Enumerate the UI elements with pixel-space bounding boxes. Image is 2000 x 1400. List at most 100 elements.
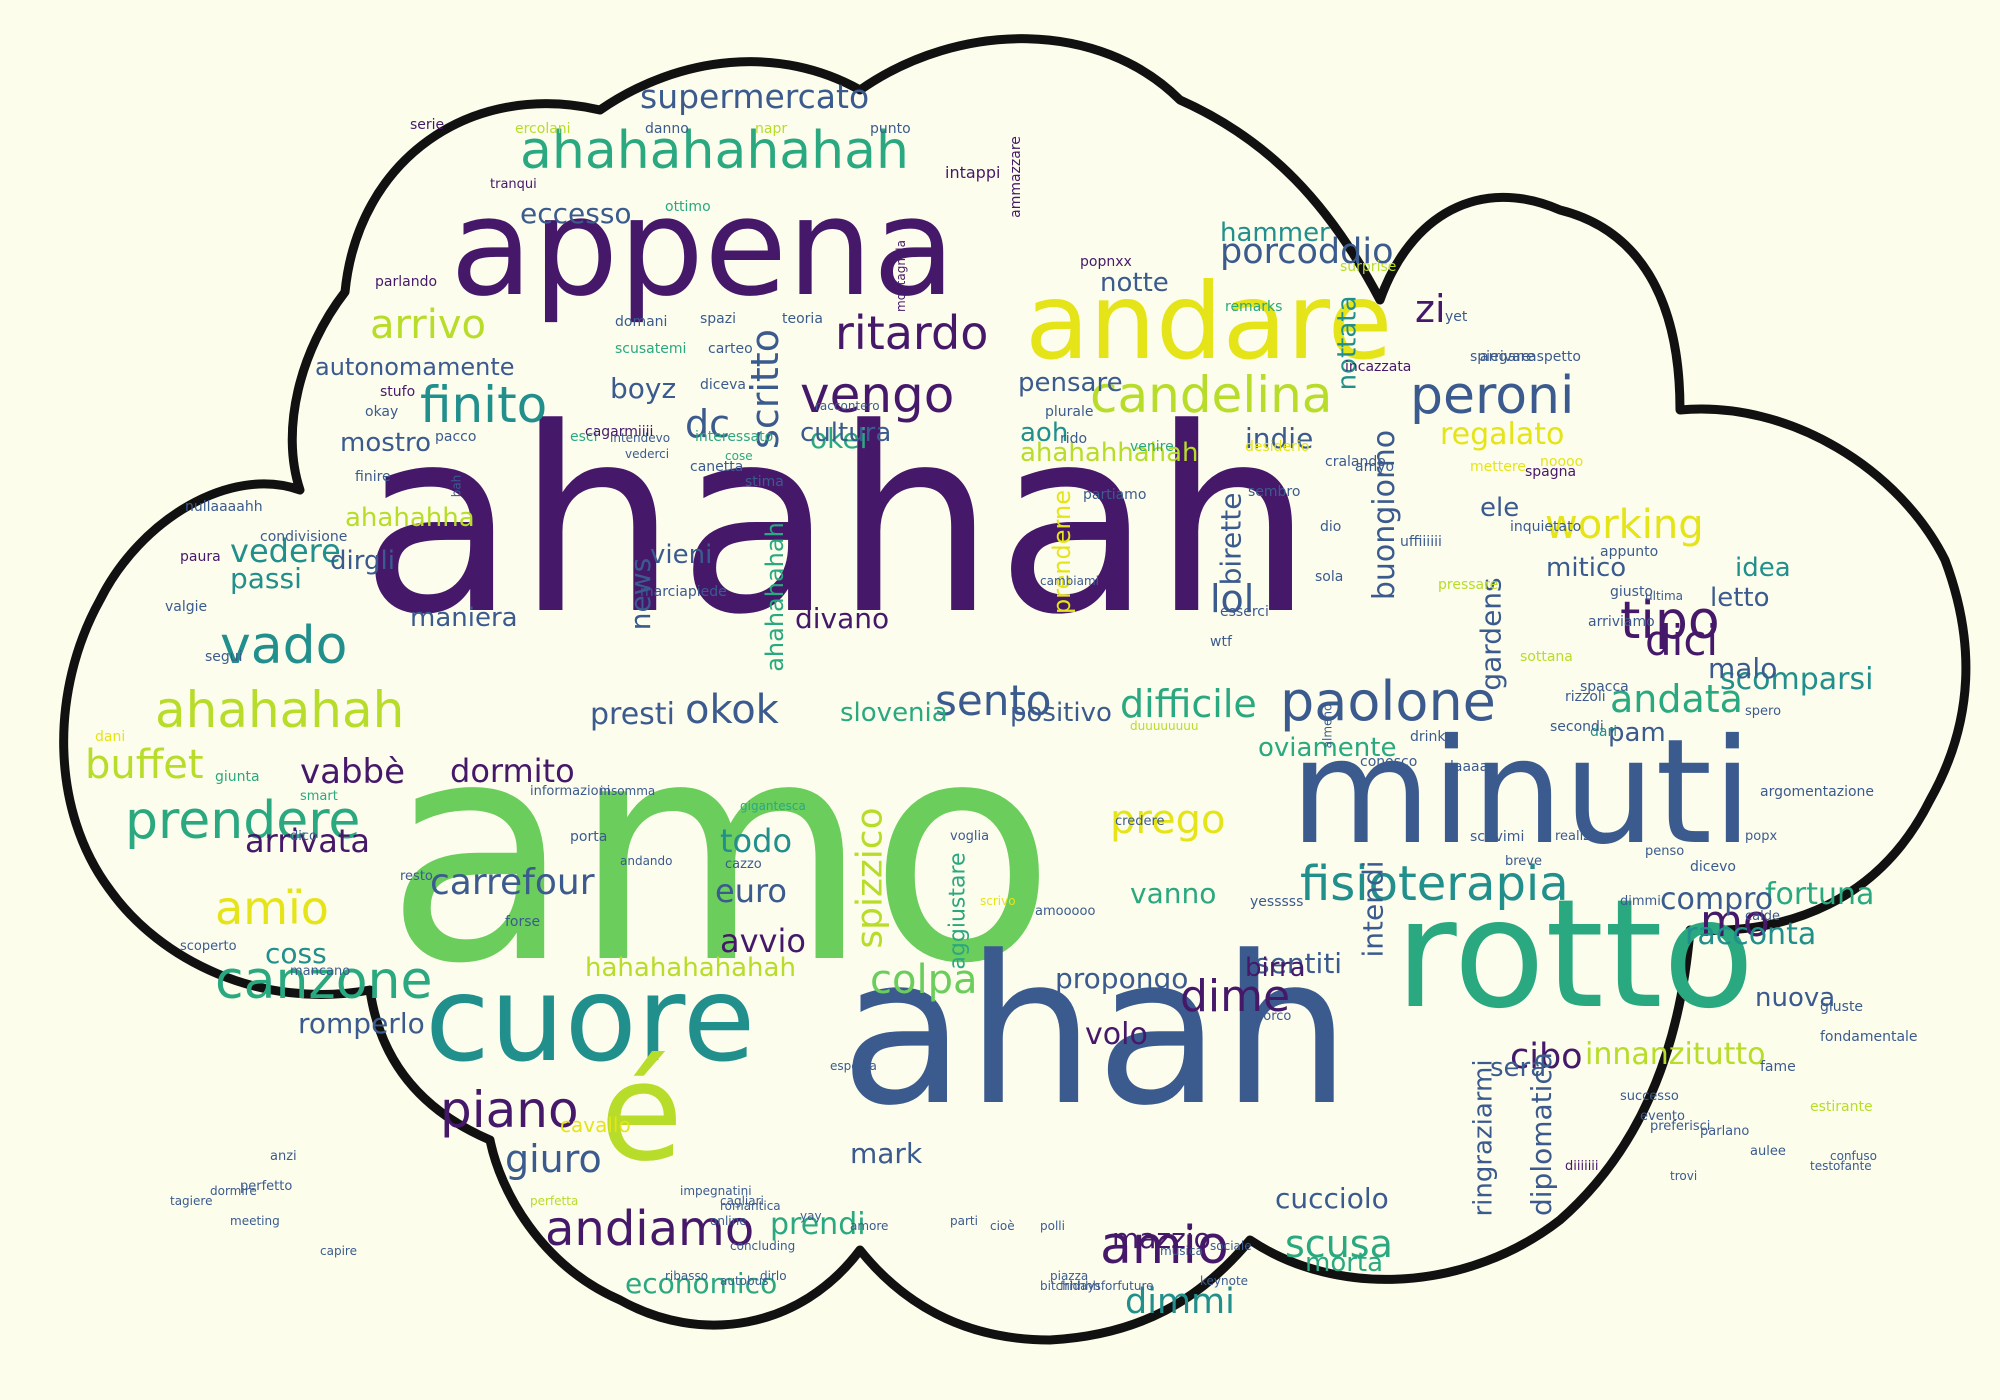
word-190: drinks — [1410, 729, 1453, 745]
word-116: aggiustare — [945, 852, 971, 970]
word-4: minuti — [1290, 708, 1753, 877]
word-151: cose — [725, 449, 753, 463]
word-150: intendevo — [610, 431, 671, 445]
word-17: andiamo — [545, 1201, 755, 1257]
word-80: mitico — [1546, 553, 1627, 583]
word-162: finire — [355, 469, 391, 485]
word-96: vieni — [650, 540, 713, 570]
word-196: dani — [95, 729, 126, 745]
word-3: appena — [450, 169, 956, 326]
word-35: colpa — [870, 957, 978, 1003]
word-152: vederci — [625, 447, 670, 461]
word-222: amooooo — [1035, 904, 1096, 919]
word-262: piazza — [1050, 1269, 1089, 1283]
word-231: preferisci — [1650, 1119, 1711, 1134]
word-180: cambiami — [1040, 574, 1099, 588]
word-258: ribasso — [665, 1269, 709, 1283]
word-6: cuore — [425, 950, 756, 1088]
word-215: gigantesca — [740, 799, 806, 813]
word-158: amyo — [1355, 459, 1395, 475]
word-177: segui — [205, 649, 243, 665]
word-264: keynote — [1200, 1274, 1249, 1288]
word-83: malo — [1708, 652, 1778, 685]
word-240: confuso — [1830, 1149, 1877, 1163]
word-65: avvio — [720, 922, 806, 960]
word-193: laaaaa — [1450, 759, 1497, 775]
word-1: ahahah — [360, 374, 1314, 671]
word-214: andando — [620, 854, 673, 868]
word-206: realizzare — [1555, 829, 1618, 844]
word-171: pressare — [1438, 577, 1499, 593]
word-91: maniera — [410, 603, 518, 633]
word-54: aoh — [1020, 418, 1069, 448]
word-12: fisioterapia — [1300, 856, 1569, 912]
word-92: passi — [230, 562, 302, 595]
word-243: meeting — [230, 1214, 280, 1228]
word-260: dirlo — [760, 1269, 787, 1283]
cloud-outline — [59, 34, 1971, 1345]
word-237: giuste — [1820, 999, 1864, 1015]
word-70: divano — [795, 602, 890, 635]
word-58: scomparsi — [1720, 662, 1874, 697]
word-219: insomma — [600, 784, 656, 798]
word-40: amïo — [215, 881, 329, 935]
word-45: prego — [1110, 797, 1226, 843]
word-198: smart — [300, 789, 338, 804]
word-199: credere — [1115, 814, 1165, 829]
word-168: sembro — [1248, 484, 1301, 500]
word-121: danno — [645, 121, 689, 137]
word-205: scrivimi — [1470, 829, 1525, 845]
word-101: vanno — [1130, 877, 1217, 910]
word-173: appunto — [1600, 544, 1659, 560]
word-44: difficile — [1120, 682, 1257, 726]
word-207: breve — [1505, 854, 1543, 869]
word-239: testofante — [1810, 1159, 1872, 1173]
word-18: amio — [1100, 1216, 1229, 1276]
word-228: diiiiiii — [1565, 1159, 1599, 1174]
word-178: valgie — [165, 599, 208, 615]
word-127: montagnola — [893, 240, 908, 312]
word-123: punto — [870, 121, 911, 137]
word-62: carrefour — [430, 862, 595, 903]
word-226: popx — [1745, 829, 1778, 844]
word-94: mostro — [340, 428, 431, 458]
word-82: letto — [1710, 583, 1770, 613]
word-232: parlano — [1700, 1124, 1750, 1139]
word-179: marciapiede — [640, 584, 727, 600]
word-230: evento — [1640, 1109, 1685, 1124]
word-163: bah — [449, 474, 464, 498]
word-98: romperlo — [298, 1007, 425, 1040]
word-209: argomentazione — [1760, 784, 1875, 800]
word-90: vabbè — [300, 752, 406, 792]
word-109: cucciolo — [1275, 1182, 1389, 1215]
word-245: dormire — [210, 1184, 257, 1198]
word-182: wtf — [1210, 634, 1232, 650]
word-56: regalato — [1440, 417, 1565, 452]
word-115: hahahahahahah — [585, 953, 796, 983]
word-204: voglia — [950, 829, 990, 844]
word-153: plurale — [1045, 404, 1094, 420]
word-79: birette — [1214, 492, 1248, 586]
word-32: sento — [935, 676, 1052, 725]
word-111: morta — [1305, 1248, 1384, 1278]
word-16: canzone — [215, 951, 433, 1011]
word-165: stima — [745, 474, 784, 490]
word-97: coss — [265, 937, 327, 970]
word-30: okok — [685, 687, 779, 733]
word-110: mazzio — [1112, 1222, 1211, 1255]
word-217: porco — [1255, 1009, 1292, 1024]
word-122: napr — [755, 121, 788, 137]
word-195: rizzoli — [1565, 689, 1606, 705]
word-19: peroni — [1410, 366, 1575, 426]
word-26: supermercato — [640, 77, 870, 116]
word-146: pacco — [435, 429, 477, 445]
word-184: giusto — [1610, 584, 1653, 600]
word-27: porcoddio — [1220, 232, 1394, 272]
word-53: ahahahha — [345, 503, 475, 533]
word-105: nuova — [1755, 983, 1836, 1013]
word-2: ahah — [840, 913, 1352, 1151]
word-172: inquietato — [1510, 519, 1582, 535]
word-66: todo — [720, 822, 793, 860]
